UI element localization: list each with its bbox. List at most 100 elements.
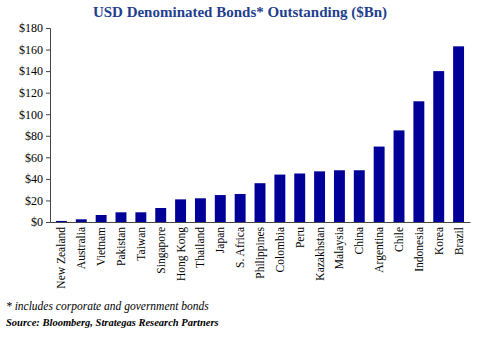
y-tick: $40 — [25, 172, 50, 186]
x-axis-line — [51, 222, 471, 223]
x-tick: Malaysia — [333, 222, 346, 269]
x-tick-label: Philippines — [254, 226, 267, 278]
x-tick-label: China — [353, 227, 365, 254]
x-tick-label: Pakistan — [115, 227, 127, 266]
x-tick-label: Japan — [214, 227, 227, 253]
x-tick-label: Chile — [393, 227, 405, 252]
bar — [374, 147, 385, 222]
bar — [354, 170, 365, 222]
bar — [294, 174, 305, 223]
x-tick-label: Taiwan — [135, 227, 147, 261]
bar — [56, 221, 67, 222]
bar — [76, 219, 87, 222]
y-tick: $100 — [19, 108, 50, 122]
x-tick: Argentina — [373, 222, 386, 273]
x-axis: New Zealand Australia Vietnam Pakistan Taiwa… — [51, 222, 471, 289]
x-tick: Philippines — [254, 222, 267, 279]
y-tick: $140 — [19, 64, 50, 78]
x-tick-label: Thailand — [194, 227, 206, 268]
bar — [135, 212, 146, 222]
x-tick: Kazakhstan — [314, 222, 326, 281]
y-tick-label: $100 — [19, 108, 43, 122]
bar — [334, 170, 345, 222]
y-tick-mark — [46, 71, 50, 72]
x-tick-label: Kazakhstan — [314, 227, 326, 281]
y-tick-mark — [46, 179, 50, 180]
y-tick-label: $180 — [19, 21, 43, 35]
y-tick: $0 — [31, 215, 50, 229]
bar — [175, 199, 186, 222]
x-tick-label: Australia — [75, 227, 87, 269]
x-tick: Vietnam — [95, 222, 107, 266]
bar — [215, 195, 226, 222]
footnote: * includes corporate and government bond… — [6, 300, 209, 313]
x-tick: Australia — [75, 222, 87, 269]
bar — [274, 175, 285, 222]
y-tick-label: $0 — [31, 215, 43, 229]
y-tick: $20 — [25, 194, 50, 208]
chart: USD Denominated Bonds* Outstanding ($Bn)… — [0, 0, 480, 338]
y-tick: $180 — [19, 21, 50, 35]
x-tick: Japan — [214, 222, 227, 253]
y-tick-mark — [46, 136, 50, 137]
y-tick-label: $40 — [25, 172, 43, 186]
x-tick-label: Colombia — [274, 227, 286, 272]
title: USD Denominated Bonds* Outstanding ($Bn) — [93, 4, 387, 21]
y-tick-mark — [46, 114, 50, 115]
y-axis-line — [46, 29, 51, 223]
x-tick: Hong Kong — [175, 222, 188, 281]
source: Source: Bloomberg, Strategas Research Pa… — [6, 317, 219, 328]
x-tick: Singapore — [155, 222, 168, 274]
y-tick: $60 — [25, 151, 50, 165]
bar — [314, 171, 325, 222]
bar — [394, 130, 405, 222]
bar — [433, 71, 444, 222]
x-tick-label: Indonesia — [413, 227, 425, 272]
x-tick-label: Peru — [294, 227, 306, 248]
x-tick: Brazil — [453, 222, 465, 255]
x-tick-label: Argentina — [373, 227, 386, 273]
y-tick-label: $20 — [25, 194, 43, 208]
y-tick-mark — [46, 200, 50, 201]
x-tick-label: Brazil — [453, 227, 465, 255]
x-tick: Korea — [433, 222, 445, 255]
y-tick: $160 — [19, 43, 50, 57]
x-tick: Colombia — [274, 222, 286, 272]
bars — [56, 46, 464, 222]
x-tick-label: Hong Kong — [175, 227, 188, 281]
x-tick: S. Africa — [234, 222, 246, 268]
bar — [235, 194, 246, 222]
bar — [453, 46, 464, 222]
y-tick-label: $120 — [19, 86, 43, 100]
bar — [155, 208, 166, 222]
x-tick: China — [353, 222, 365, 254]
y-tick-mark — [46, 50, 50, 51]
y-tick-label: $140 — [19, 64, 43, 78]
x-tick: Peru — [294, 222, 306, 248]
y-tick-label: $60 — [25, 151, 43, 165]
y-tick-mark — [46, 157, 50, 158]
y-tick-mark — [46, 28, 50, 29]
x-tick: Indonesia — [413, 222, 425, 272]
bar — [195, 198, 206, 222]
x-tick-label: S. Africa — [234, 227, 246, 268]
y-tick-label: $160 — [19, 43, 43, 57]
y-axis: $0 $20 $40 $60 $80 $100 $120 $140 $160 $180 — [19, 21, 51, 229]
x-tick-label: New Zealand — [55, 227, 67, 289]
y-tick: $80 — [25, 129, 50, 143]
y-tick-mark — [46, 222, 50, 223]
y-tick-mark — [46, 93, 50, 94]
bar — [255, 183, 266, 222]
x-tick: Pakistan — [115, 222, 127, 266]
y-tick: $120 — [19, 86, 50, 100]
x-tick-label: Vietnam — [95, 227, 107, 266]
bar — [413, 101, 424, 222]
x-tick-label: Malaysia — [333, 227, 346, 269]
x-tick: Chile — [393, 222, 405, 252]
x-tick-label: Korea — [433, 227, 445, 255]
bar — [116, 212, 127, 222]
y-tick-label: $80 — [25, 129, 43, 143]
x-tick: Taiwan — [135, 222, 147, 261]
x-tick: New Zealand — [55, 222, 67, 289]
x-tick-label: Singapore — [155, 227, 168, 274]
